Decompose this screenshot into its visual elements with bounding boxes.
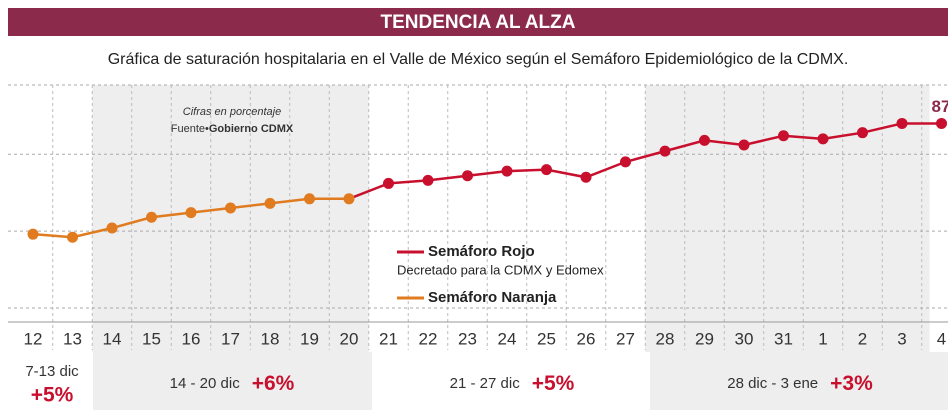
week-change: +5%	[532, 372, 575, 395]
data-point	[423, 175, 434, 186]
week-label: 7-13 dic	[25, 363, 79, 380]
data-point	[28, 229, 39, 240]
data-point	[186, 207, 197, 218]
x-tick-label: 29	[695, 329, 714, 348]
data-point	[620, 156, 631, 167]
source: Fuente•Gobierno CDMX	[171, 123, 294, 135]
source-name: Gobierno CDMX	[209, 123, 294, 135]
x-tick-label: 19	[300, 329, 319, 348]
x-tick-label: 16	[182, 329, 201, 348]
chart-subtitle: Gráfica de saturación hospitalaria en el…	[108, 51, 849, 68]
legend-description: Decretado para la CDMX y Edomex	[397, 262, 604, 277]
data-point	[225, 203, 236, 214]
x-tick-label: 13	[63, 329, 82, 348]
x-tick-label: 21	[379, 329, 398, 348]
legend-label: Semáforo Naranja	[428, 289, 557, 306]
x-tick-label: 24	[498, 329, 517, 348]
x-tick-label: 15	[142, 329, 161, 348]
x-tick-label: 30	[735, 329, 754, 348]
data-point	[739, 139, 750, 150]
chart-title: TENDENCIA AL ALZA	[381, 12, 576, 33]
week-change: +5%	[31, 384, 74, 407]
data-point	[581, 172, 592, 183]
week-label: 28 dic - 3 ene	[727, 375, 818, 392]
x-tick-label: 12	[24, 329, 43, 348]
data-point	[502, 166, 513, 177]
data-label: 87	[932, 97, 948, 116]
data-point	[344, 193, 355, 204]
data-point	[67, 232, 78, 243]
data-point	[107, 223, 118, 234]
x-tick-label: 28	[656, 329, 675, 348]
x-tick-label: 25	[537, 329, 556, 348]
x-tick-label: 3	[897, 329, 906, 348]
x-tick-label: 27	[616, 329, 635, 348]
data-point	[265, 198, 276, 209]
x-tick-label: 2	[858, 329, 867, 348]
data-point	[699, 135, 710, 146]
week-change: +3%	[830, 372, 873, 395]
week-change: +6%	[252, 372, 295, 395]
data-point	[146, 212, 157, 223]
x-tick-label: 31	[774, 329, 793, 348]
x-tick-label: 23	[458, 329, 477, 348]
week-label: 14 - 20 dic	[170, 375, 241, 392]
week-summary: 14 - 20 dic +6%	[170, 372, 295, 395]
data-point	[818, 133, 829, 144]
data-point	[462, 170, 473, 181]
data-point	[778, 130, 789, 141]
x-tick-label: 14	[103, 329, 122, 348]
week-summary: 28 dic - 3 ene +3%	[727, 372, 873, 395]
source-label: Fuente•	[171, 123, 209, 135]
legend-label: Semáforo Rojo	[428, 243, 535, 260]
x-tick-label: 4	[937, 329, 946, 348]
x-tick-label: 18	[261, 329, 280, 348]
week-summary: 21 - 27 dic +5%	[450, 372, 575, 395]
data-point	[857, 127, 868, 138]
note: Cifras en porcentaje	[183, 106, 281, 118]
data-point	[660, 146, 671, 157]
x-tick-label: 20	[340, 329, 359, 348]
data-point	[383, 178, 394, 189]
week-label: 21 - 27 dic	[450, 375, 521, 392]
data-point	[897, 118, 908, 129]
x-tick-label: 26	[577, 329, 596, 348]
x-tick-label: 17	[221, 329, 240, 348]
x-tick-label: 1	[818, 329, 827, 348]
data-point	[304, 193, 315, 204]
data-point	[936, 118, 947, 129]
week-shade	[645, 85, 929, 352]
data-point	[541, 164, 552, 175]
x-tick-label: 22	[419, 329, 438, 348]
